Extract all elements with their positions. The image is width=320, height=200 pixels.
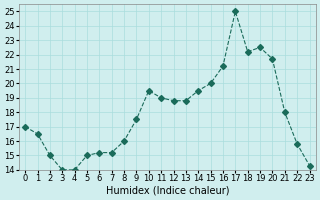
- X-axis label: Humidex (Indice chaleur): Humidex (Indice chaleur): [106, 186, 229, 196]
